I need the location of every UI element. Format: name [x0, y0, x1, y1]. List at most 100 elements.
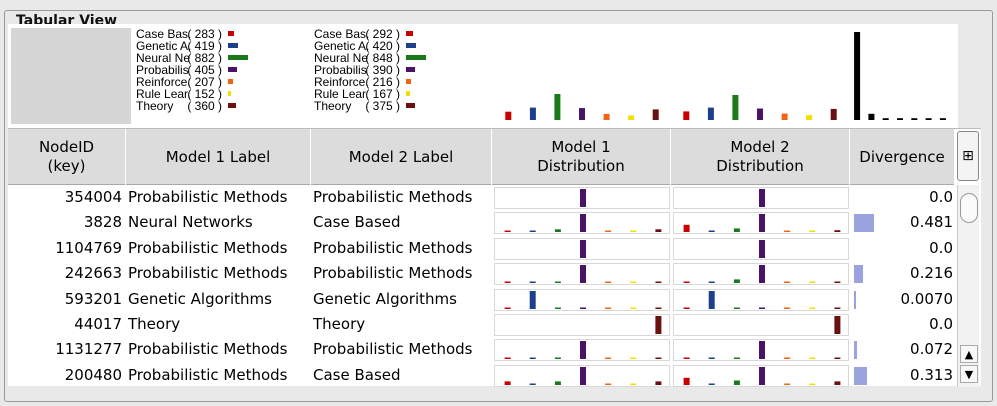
scroll-up-arrow-icon[interactable]: ▲ — [960, 345, 978, 363]
model2-distribution-bar — [683, 357, 690, 360]
model1-distribution-bar — [655, 307, 662, 309]
cell-model1-label: Probabilistic Methods — [128, 238, 288, 257]
model2-distribution-bar — [759, 366, 765, 385]
model1-summary-histogram — [505, 94, 659, 120]
model1-legend-swatch — [228, 67, 237, 72]
table-row[interactable]: 354004 Probabilistic Methods Probabilistic… — [8, 185, 955, 210]
model1-distribution-bar — [580, 366, 586, 385]
cell-nodeid: 242663 — [64, 264, 122, 283]
divergence-histogram-bar — [939, 118, 946, 120]
model2-distribution-bar — [834, 357, 841, 360]
model1-legend-swatch — [228, 91, 231, 96]
model2-distribution-chart — [683, 290, 841, 309]
header-nodeid[interactable]: NodeID (key) — [8, 129, 126, 185]
cell-model1-label: Probabilistic Methods — [128, 340, 288, 359]
model2-distribution-bar — [683, 225, 690, 233]
model1-histogram-bar — [603, 113, 610, 120]
table-row[interactable]: 1131277 Probabilistic Methods Probabilisti… — [8, 337, 955, 362]
model1-distribution-chart — [580, 189, 586, 207]
model1-legend-label: Neural Ne — [136, 51, 191, 65]
model2-distribution-bar — [834, 381, 841, 385]
model2-distribution-chart — [683, 214, 841, 233]
cell-model2-label: Probabilistic Methods — [313, 340, 473, 359]
table-row[interactable]: 44017 Theory Theory 0.0 — [8, 312, 955, 337]
model2-distribution-bar — [834, 230, 841, 233]
model2-distribution-bar — [759, 307, 765, 309]
cell-model1-label: Theory — [128, 315, 181, 333]
model1-distribution-chart — [504, 214, 662, 233]
cell-model2-label: Probabilistic Methods — [313, 188, 473, 206]
model1-distribution-bar — [630, 307, 637, 309]
model2-legend-row: Probabilis( 390 ) — [314, 64, 444, 76]
model1-legend-label: Genetic A. — [136, 39, 192, 53]
model2-distribution-bar — [708, 281, 715, 284]
model1-distribution-bar — [580, 265, 586, 284]
model2-distribution-bar — [784, 230, 791, 233]
header-divergence[interactable]: Divergence — [850, 129, 955, 185]
model1-legend-count: ( 360 ) — [187, 99, 222, 113]
summary-histogram-area: Case Bas.( 283 ) Genetic A.( 419 ) Neural … — [8, 24, 958, 128]
cell-model2-distribution — [673, 288, 849, 311]
cell-divergence: 0.0070 — [900, 289, 954, 308]
cell-model2-label: Probabilistic Methods — [313, 264, 473, 283]
cell-model2-distribution — [673, 212, 849, 235]
model2-histogram-bar — [830, 108, 837, 120]
model1-distribution-bar — [529, 357, 536, 360]
model1-distribution-bar — [554, 381, 561, 385]
header-model2-distribution[interactable]: Model 2 Distribution — [671, 129, 850, 185]
table-row[interactable]: 242663 Probabilistic Methods Probabilistic… — [8, 261, 955, 286]
table-row[interactable]: 593201 Genetic Algorithms Genetic Algorith… — [8, 287, 955, 312]
results-table: NodeID (key) Model 1 Label Model 2 Label… — [8, 128, 981, 387]
model1-distribution-bar — [580, 239, 586, 258]
model1-distribution-bar — [605, 281, 612, 284]
divergence-histogram-bar — [854, 32, 861, 120]
model1-histogram-bar — [529, 107, 536, 120]
model2-histogram-bar — [707, 107, 714, 120]
model2-legend-swatch — [406, 67, 415, 72]
model1-legend-swatch — [228, 43, 238, 48]
model2-distribution-bar — [759, 189, 765, 207]
model2-histogram-bar — [757, 108, 763, 120]
model1-distribution-bar — [504, 230, 511, 233]
model1-legend-row: Neural Ne( 882 ) — [136, 52, 266, 64]
model1-legend-row: Rule Lear.( 152 ) — [136, 88, 266, 100]
cell-model2-distribution — [673, 187, 849, 209]
scrollbar-thumb[interactable] — [960, 193, 978, 223]
model2-legend-count: ( 848 ) — [365, 51, 400, 65]
header-model2-label[interactable]: Model 2 Label — [311, 129, 492, 185]
model1-histogram-bar — [628, 115, 635, 120]
cell-model1-label: Probabilistic Methods — [128, 264, 288, 283]
cell-model1-distribution — [494, 187, 670, 209]
header-model1-distribution[interactable]: Model 1 Distribution — [492, 129, 671, 185]
model1-legend-label: Rule Lear. — [136, 87, 191, 101]
model1-distribution-bar — [504, 381, 511, 385]
model2-distribution-bar — [708, 230, 715, 233]
model1-legend-count: ( 405 ) — [187, 63, 222, 77]
model2-legend-count: ( 167 ) — [365, 87, 400, 101]
model2-distribution-bar — [834, 316, 841, 334]
cell-model1-distribution — [494, 263, 670, 286]
model1-distribution-chart — [504, 366, 662, 385]
cell-model2-label: Probabilistic Methods — [313, 238, 473, 257]
table-row[interactable]: 3828 Neural Networks Case Based 0.481 — [8, 210, 955, 235]
model1-legend-count: ( 882 ) — [187, 51, 222, 65]
table-row[interactable]: 200480 Probabilistic Methods Case Based 0.3… — [8, 363, 955, 387]
header-model1-label[interactable]: Model 1 Label — [126, 129, 311, 185]
model2-distribution-bar — [708, 357, 715, 360]
model1-distribution-bar — [529, 230, 536, 233]
model2-legend-swatch — [406, 103, 415, 108]
scroll-down-arrow-icon[interactable]: ▼ — [960, 365, 978, 383]
model2-distribution-bar — [809, 307, 816, 309]
column-chooser-icon[interactable]: ⊞ — [957, 131, 979, 181]
model2-legend-swatch — [406, 31, 413, 36]
cell-model1-label: Probabilistic Methods — [128, 365, 288, 384]
cell-model2-label: Case Based — [313, 365, 401, 384]
vertical-scrollbar[interactable]: ▲ ▼ — [957, 185, 979, 387]
model1-distribution-bar — [529, 281, 536, 284]
table-row[interactable]: 1104769 Probabilistic Methods Probabilisti… — [8, 236, 955, 261]
model2-distribution-bar — [759, 239, 765, 258]
model1-distribution-bar — [529, 290, 536, 309]
model2-distribution-chart — [683, 366, 841, 385]
model1-legend-label: Reinforce. — [136, 75, 191, 89]
model1-distribution-bar — [580, 307, 586, 309]
